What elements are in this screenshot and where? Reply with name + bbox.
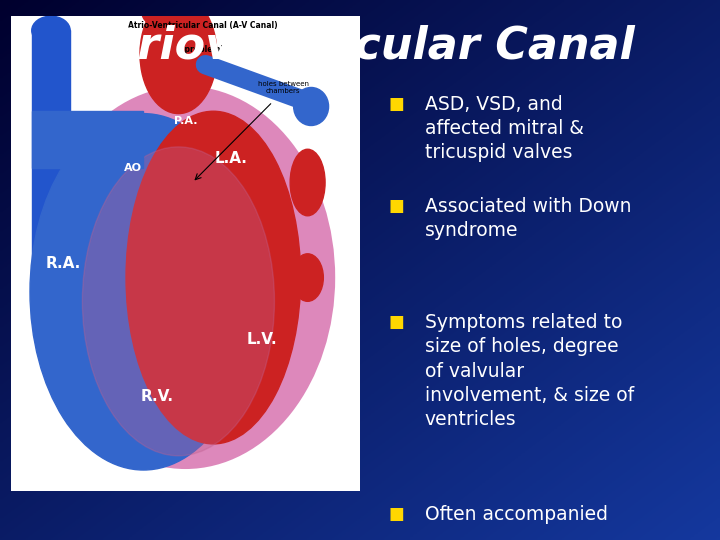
Ellipse shape — [32, 16, 70, 45]
Text: L.V.: L.V. — [247, 332, 277, 347]
Text: holes between
chambers: holes between chambers — [258, 81, 309, 94]
Text: Atrioventricular Canal: Atrioventricular Canal — [85, 24, 635, 68]
Ellipse shape — [140, 0, 217, 113]
Bar — [32, 111, 143, 168]
Text: AO: AO — [124, 163, 142, 173]
Text: Atrio-Ventricular Canal (A-V Canal): Atrio-Ventricular Canal (A-V Canal) — [128, 21, 278, 30]
Text: ■: ■ — [389, 505, 405, 523]
Text: Often accompanied: Often accompanied — [425, 505, 608, 524]
Text: (problem): (problem) — [181, 45, 225, 54]
Bar — [32, 30, 70, 278]
Ellipse shape — [126, 111, 301, 444]
Ellipse shape — [37, 87, 334, 468]
Ellipse shape — [292, 254, 323, 301]
Text: R.V.: R.V. — [141, 389, 174, 404]
Ellipse shape — [294, 87, 328, 125]
Text: ■: ■ — [389, 94, 405, 112]
Text: P.A.: P.A. — [174, 116, 197, 126]
Ellipse shape — [30, 113, 257, 470]
Ellipse shape — [82, 147, 274, 456]
Text: L.A.: L.A. — [215, 151, 247, 166]
Text: ■: ■ — [389, 197, 405, 215]
FancyArrowPatch shape — [205, 65, 305, 101]
Text: Associated with Down
syndrome: Associated with Down syndrome — [425, 197, 631, 240]
Text: ASD, VSD, and
affected mitral &
tricuspid valves: ASD, VSD, and affected mitral & tricuspi… — [425, 94, 584, 162]
Ellipse shape — [186, 0, 205, 23]
Ellipse shape — [141, 0, 160, 23]
Text: ■: ■ — [389, 313, 405, 331]
Ellipse shape — [163, 0, 183, 23]
Text: Symptoms related to
size of holes, degree
of valvular
involvement, & size of
ven: Symptoms related to size of holes, degre… — [425, 313, 634, 429]
Text: R.A.: R.A. — [45, 256, 81, 271]
Ellipse shape — [290, 149, 325, 216]
